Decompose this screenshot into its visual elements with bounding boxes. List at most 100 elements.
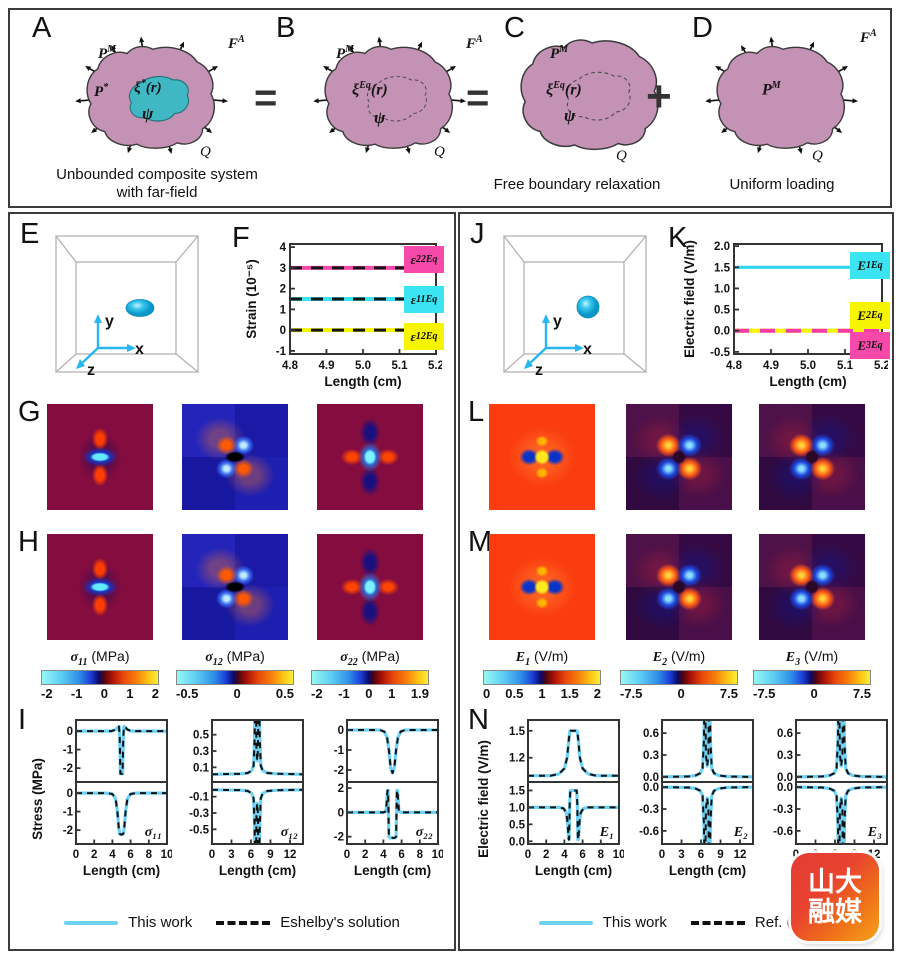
svg-text:9: 9	[717, 849, 723, 861]
panel-label-n: N	[468, 704, 489, 736]
svg-text:6: 6	[698, 849, 704, 861]
label-pstar: P*	[94, 82, 109, 100]
inclusion-dashed	[566, 71, 631, 121]
blob-b-svg	[313, 36, 467, 155]
panel-j-3dbox: y x z	[503, 235, 647, 379]
svg-text:-1: -1	[334, 745, 345, 757]
svg-text:0.5: 0.5	[714, 305, 731, 317]
svg-text:4.9: 4.9	[319, 360, 335, 372]
svg-text:4.8: 4.8	[726, 360, 743, 372]
label-q: Q	[434, 144, 445, 160]
svg-text:8: 8	[598, 849, 605, 861]
coordinate-axes	[80, 320, 130, 365]
colorbar-gradient	[483, 669, 601, 685]
svg-text:0.0: 0.0	[777, 772, 793, 784]
svg-text:1.5: 1.5	[714, 262, 731, 274]
colorbar-tick: -7.5	[620, 685, 643, 701]
svg-text:-2: -2	[334, 832, 344, 844]
legend-dash-swatch	[690, 920, 745, 925]
svg-text:0.6: 0.6	[643, 728, 659, 740]
colorbar-e3: E3 (V/m) -7.5 0 7.5	[753, 648, 871, 701]
panel-label-a: A	[32, 12, 52, 44]
label-pm: PM	[550, 44, 569, 62]
svg-text:0.3: 0.3	[193, 746, 209, 758]
svg-text:Electric field (V/m): Electric field (V/m)	[682, 240, 697, 358]
inclusion-blob	[128, 76, 189, 122]
svg-text:-0.3: -0.3	[189, 808, 209, 820]
colorbar-tick: 0	[365, 685, 373, 701]
svg-text:8: 8	[146, 849, 153, 861]
svg-text:5.1: 5.1	[392, 360, 409, 372]
svg-text:0.3: 0.3	[777, 750, 793, 762]
diagram-b: PM FA ξEq(r) ψ Q	[286, 20, 496, 170]
caption-a: Unbounded composite system with far-field	[56, 166, 258, 201]
svg-text:0.5: 0.5	[193, 730, 210, 742]
colorbar-tick: 0	[100, 685, 108, 701]
axis-z-label: z	[535, 362, 543, 379]
colorbar-tick: 7.5	[719, 685, 738, 701]
svg-text:0: 0	[280, 325, 286, 337]
svg-text:0: 0	[67, 726, 73, 738]
colorbar-sigma22: σ22 (MPa) -2 -1 0 1 1.9	[311, 648, 429, 701]
colorbar-tick: 0	[677, 685, 685, 701]
panel-e-3dbox: y x z	[55, 235, 199, 379]
svg-text:-0.1: -0.1	[189, 792, 209, 804]
panel-label-m: M	[468, 526, 493, 558]
colorbar-gradient	[753, 669, 871, 685]
svg-text:2: 2	[338, 783, 344, 795]
label-fa: FA	[466, 34, 483, 52]
legend-chip-eps22: ε 22 Eq	[404, 246, 444, 273]
heatmap-h-sigma11	[47, 534, 153, 640]
label-q: Q	[616, 148, 627, 164]
svg-text:-0.3: -0.3	[773, 804, 793, 816]
svg-text:4.8: 4.8	[282, 360, 299, 372]
svg-text:-1: -1	[63, 807, 74, 819]
svg-text:Strain (10⁻⁵): Strain (10⁻⁵)	[244, 259, 259, 338]
blob-a-svg	[75, 36, 229, 155]
equals-sign-1: =	[254, 76, 278, 120]
colorbar-tick: 7.5	[852, 685, 871, 701]
equals-sign-2: =	[466, 76, 490, 120]
svg-text:-0.6: -0.6	[639, 826, 659, 838]
colorbar-tick: -1	[338, 685, 350, 701]
panel-label-c: C	[504, 12, 525, 44]
plus-sign: +	[646, 72, 672, 121]
svg-text:2.0: 2.0	[714, 241, 730, 253]
legend-dash-swatch	[216, 920, 271, 925]
panel-label-k: K	[668, 222, 688, 254]
heatmap-g-sigma12	[182, 404, 288, 510]
colorbar-e1: E1 (V/m) 0 0.5 1 1.5 2	[483, 648, 601, 701]
coordinate-axes	[528, 320, 578, 365]
svg-text:2: 2	[91, 849, 97, 861]
svg-text:-1: -1	[276, 346, 287, 358]
watermark-line1: 山大	[808, 867, 862, 897]
svg-text:0.0: 0.0	[714, 326, 730, 338]
panel-label-l: L	[468, 396, 485, 428]
axis-x-label: x	[583, 341, 592, 358]
svg-text:-1: -1	[63, 745, 74, 757]
svg-text:12: 12	[284, 849, 297, 861]
colorbar-gradient	[41, 669, 159, 685]
svg-text:5.0: 5.0	[800, 360, 816, 372]
svg-text:10: 10	[613, 849, 624, 861]
watermark-line2: 融媒	[808, 897, 862, 927]
label-pm: PM	[336, 44, 355, 62]
colorbar-tick: 2	[593, 685, 601, 701]
svg-text:10: 10	[161, 849, 172, 861]
svg-text:0: 0	[209, 849, 215, 861]
colorbar-gradient	[620, 669, 738, 685]
svg-text:3: 3	[678, 849, 684, 861]
svg-text:0: 0	[793, 849, 799, 861]
heatmap-l-e1	[489, 404, 595, 510]
label-q: Q	[812, 148, 823, 164]
svg-text:0.0: 0.0	[509, 836, 525, 848]
colorbar-sigma12: σ12 (MPa) -0.5 0 0.5	[176, 648, 294, 701]
svg-text:-2: -2	[63, 763, 73, 775]
inclusion-sphere	[576, 295, 600, 319]
axis-y-label: y	[105, 313, 114, 330]
svg-text:0: 0	[73, 849, 79, 861]
label-pm: PM	[762, 80, 781, 99]
colorbar-tick: 1.5	[560, 685, 579, 701]
